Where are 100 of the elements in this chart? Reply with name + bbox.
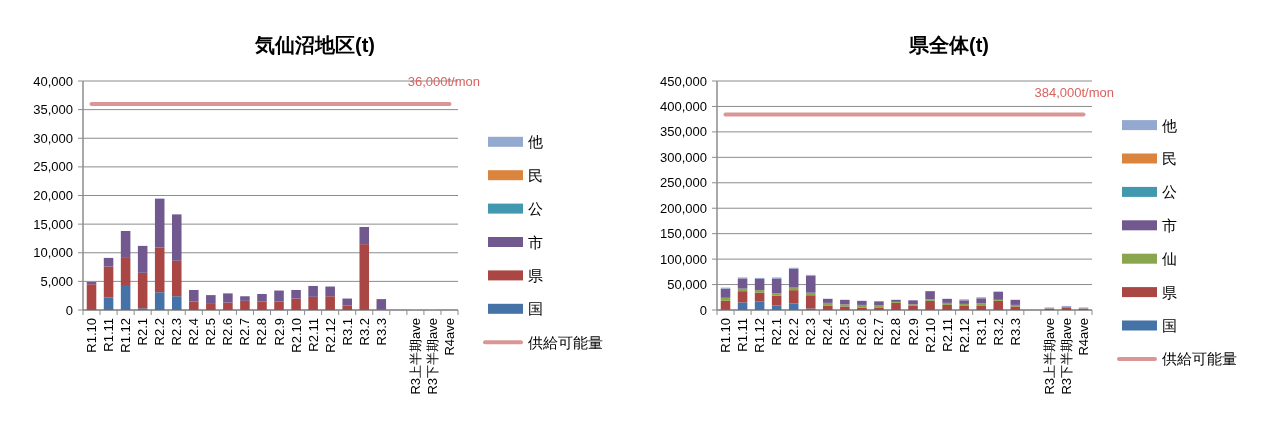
- bar: [154, 247, 165, 293]
- bar: [925, 291, 935, 300]
- bar: [171, 296, 182, 310]
- bar: [189, 301, 199, 310]
- bar: [737, 291, 748, 303]
- x-tick-label: R2.1: [769, 318, 785, 346]
- y-tick-label: 5,000: [40, 273, 73, 289]
- bar: [1010, 299, 1021, 305]
- bar: [788, 290, 799, 304]
- bar: [720, 297, 731, 301]
- legend-label: 他: [528, 133, 543, 151]
- x-tick-label: R2.1: [135, 318, 151, 346]
- bar: [874, 301, 884, 306]
- x-tick-label: R3.2: [356, 318, 372, 346]
- x-tick-label: R3.3: [1007, 318, 1023, 346]
- bar: [86, 284, 97, 310]
- bar: [291, 289, 301, 299]
- legend-label: 供給可能量: [1162, 350, 1237, 368]
- y-tick-label: 150,000: [660, 226, 707, 242]
- bar: [942, 304, 952, 310]
- x-tick-label: R1.11: [101, 318, 117, 352]
- x-tick-label: R1.10: [718, 318, 734, 353]
- bar: [805, 295, 816, 309]
- bar: [737, 278, 748, 289]
- x-tick-label: R2.9: [271, 318, 287, 346]
- x-tick-label: R3下半期ave: [1058, 318, 1074, 395]
- bar: [154, 198, 165, 248]
- y-tick-label: 30,000: [33, 130, 73, 146]
- chart-title: 気仙沼地区(t): [254, 34, 375, 56]
- bar: [771, 293, 782, 296]
- bar: [120, 231, 131, 258]
- legend-label: 県: [1162, 283, 1177, 301]
- bar: [805, 275, 816, 293]
- x-tick-label: R3上半期ave: [407, 318, 423, 395]
- y-tick-label: 25,000: [33, 159, 73, 175]
- bar: [342, 305, 352, 310]
- bar: [120, 285, 131, 310]
- bar: [976, 305, 986, 310]
- x-tick-label: R3下半期ave: [424, 318, 440, 395]
- bar: [103, 297, 114, 310]
- x-tick-label: R2.6: [854, 318, 870, 346]
- legend-label: 公: [528, 200, 543, 218]
- x-tick-label: R2.11: [305, 318, 321, 352]
- x-tick-label: R3.1: [339, 318, 355, 346]
- bar: [942, 298, 952, 303]
- x-tick-label: R3上半期ave: [1041, 318, 1057, 395]
- bar: [308, 296, 318, 310]
- bar: [223, 293, 233, 303]
- y-tick-label: 300,000: [660, 149, 707, 165]
- y-tick-label: 0: [699, 302, 707, 318]
- bar: [754, 290, 765, 293]
- x-tick-label: R2.7: [871, 318, 887, 346]
- bar: [325, 286, 335, 297]
- bar: [171, 260, 182, 297]
- bar: [154, 292, 165, 310]
- bar: [840, 299, 850, 305]
- y-tick-label: 20,000: [33, 188, 73, 203]
- legend-label: 国: [1162, 317, 1177, 334]
- bar: [189, 289, 199, 302]
- y-tick-label: 35,000: [33, 102, 73, 118]
- bar: [720, 288, 731, 298]
- bar: [993, 291, 1004, 300]
- x-tick-label: R2.4: [820, 318, 836, 346]
- bar: [325, 296, 335, 310]
- annotation: 384,000t/mon: [1034, 84, 1114, 100]
- bar: [240, 296, 250, 301]
- legend-label: 民: [528, 166, 543, 184]
- x-tick-label: R1.12: [118, 318, 134, 353]
- x-tick-label: R2.3: [803, 318, 819, 346]
- x-tick-label: R3.3: [373, 318, 389, 346]
- bar: [891, 302, 901, 310]
- legend-label: 民: [1162, 150, 1177, 167]
- bar: [737, 302, 748, 310]
- y-tick-label: 350,000: [660, 124, 707, 140]
- bar: [925, 300, 935, 310]
- bar: [720, 300, 731, 309]
- legend-label: 国: [528, 300, 543, 318]
- y-tick-label: 10,000: [33, 245, 73, 261]
- y-tick-label: 450,000: [660, 73, 707, 89]
- bar: [788, 303, 799, 310]
- x-tick-label: R2.10: [288, 318, 304, 353]
- x-tick-label: R2.3: [169, 318, 185, 346]
- bar: [976, 298, 986, 304]
- chart-title: 県全体(t): [908, 34, 989, 56]
- bar: [359, 226, 370, 245]
- legend-label: 市: [1162, 216, 1177, 234]
- bar: [120, 257, 131, 286]
- y-tick-label: 400,000: [660, 98, 707, 114]
- x-tick-label: R2.12: [322, 318, 338, 353]
- x-tick-label: R2.10: [922, 318, 938, 353]
- x-tick-label: R2.5: [203, 318, 219, 346]
- bar: [137, 245, 148, 273]
- x-tick-label: R2.8: [888, 318, 904, 346]
- annotation: 36,000t/mon: [407, 73, 480, 89]
- legend-label: 仙: [1162, 250, 1177, 268]
- bar: [788, 268, 799, 288]
- bar: [274, 301, 284, 310]
- y-tick-label: 200,000: [660, 200, 707, 216]
- x-tick-label: R2.7: [237, 318, 253, 346]
- legend-label: 県: [528, 266, 543, 284]
